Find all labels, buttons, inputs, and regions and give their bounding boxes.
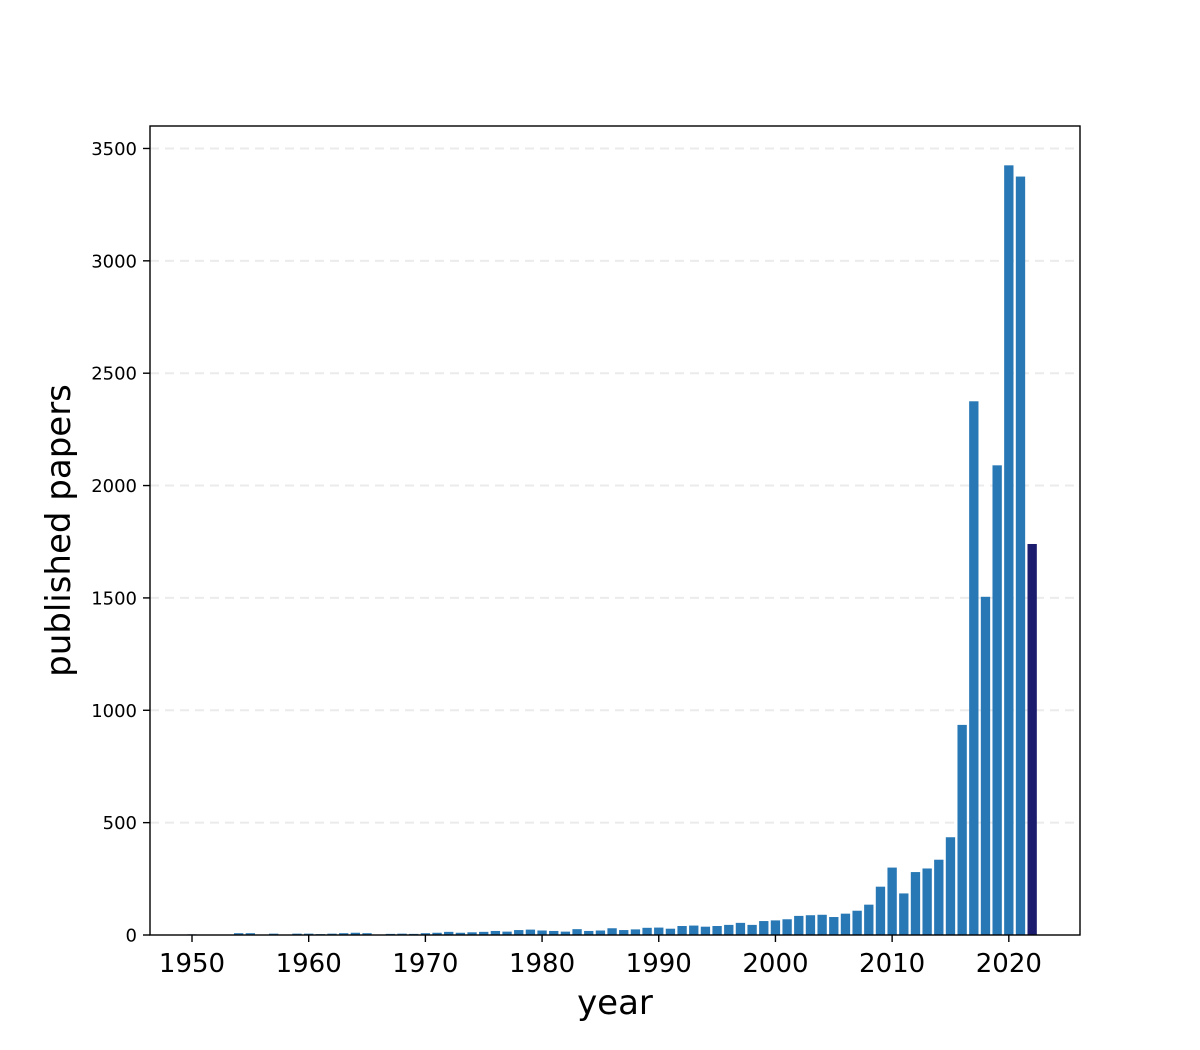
bar-1972 xyxy=(444,931,454,935)
bar-2001 xyxy=(782,919,792,935)
bar-2018 xyxy=(980,596,991,935)
y-axis-label: published papers xyxy=(39,384,79,677)
bar-1997 xyxy=(735,922,746,935)
x-tick-label: 2000 xyxy=(742,949,808,979)
y-tick-label: 3500 xyxy=(91,139,137,160)
plot-area-frame xyxy=(149,125,1081,936)
bar-1988 xyxy=(630,929,641,935)
bar-2008 xyxy=(864,904,874,935)
bar-1978 xyxy=(514,930,524,935)
bar-2017 xyxy=(969,401,979,935)
bar-1992 xyxy=(677,926,687,935)
bar-1963 xyxy=(339,933,349,935)
bar-1984 xyxy=(584,930,594,935)
bar-1983 xyxy=(572,929,582,935)
bar-2013 xyxy=(922,868,932,935)
bar-1965 xyxy=(362,933,372,935)
bar-2007 xyxy=(852,910,862,935)
bars xyxy=(187,165,1037,935)
bar-2021 xyxy=(1015,176,1026,935)
y-tick-label: 500 xyxy=(103,813,137,834)
y-tick-label: 2500 xyxy=(91,364,137,385)
y-tick-label: 1500 xyxy=(91,588,137,609)
bar-1998 xyxy=(747,924,757,935)
bar-1989 xyxy=(642,927,652,935)
bar-2019 xyxy=(992,465,1002,935)
bar-2010 xyxy=(887,867,897,935)
bar-2000 xyxy=(770,920,781,935)
x-tick-label: 2020 xyxy=(976,949,1042,979)
bar-2020 xyxy=(1004,165,1014,935)
x-tick-label: 1990 xyxy=(626,949,692,979)
y-tick-label: 0 xyxy=(126,926,137,947)
bar-1970 xyxy=(420,933,431,935)
bar-1977 xyxy=(502,931,512,935)
x-tick-label: 2010 xyxy=(859,949,925,979)
bar-1955 xyxy=(245,933,256,935)
x-tick-label: 1980 xyxy=(509,949,575,979)
bar-1993 xyxy=(689,925,699,935)
bar-1971 xyxy=(432,932,442,935)
grid-lines xyxy=(150,147,1080,824)
x-tick-label: 1950 xyxy=(159,949,225,979)
bar-1991 xyxy=(665,928,676,935)
x-tick-label: 1970 xyxy=(392,949,458,979)
bar-1976 xyxy=(490,930,501,935)
x-axis-ticks: 1950 1960 1970 1980 1990 2000 2010 2020 xyxy=(159,935,1042,979)
y-axis-ticks: 0 500 1000 1500 2000 2500 3000 3500 xyxy=(91,139,150,947)
y-tick-label: 1000 xyxy=(91,701,137,722)
bar-2015 xyxy=(945,837,956,935)
bar-1986 xyxy=(607,928,617,935)
bar-1982 xyxy=(560,931,571,935)
bar-2006 xyxy=(840,913,851,935)
bar-1964 xyxy=(350,932,361,935)
bar-1974 xyxy=(467,932,477,935)
bar-2012 xyxy=(910,872,921,935)
bar-1999 xyxy=(759,921,769,935)
bar-1996 xyxy=(724,924,734,935)
bar-1985 xyxy=(595,930,606,935)
bar-2016 xyxy=(957,724,967,935)
y-tick-label: 2000 xyxy=(91,476,137,497)
bar-2022 xyxy=(1027,543,1037,935)
bar-2009 xyxy=(875,886,886,935)
bar-1987 xyxy=(619,930,629,935)
bar-1975 xyxy=(479,931,489,935)
y-tick-label: 3000 xyxy=(91,251,137,272)
bar-1973 xyxy=(455,932,466,935)
bar-1995 xyxy=(712,926,722,935)
bar-1994 xyxy=(700,926,711,935)
bar-1954 xyxy=(234,933,244,935)
bar-1981 xyxy=(549,930,559,935)
bar-2005 xyxy=(829,917,839,935)
x-axis-label: year xyxy=(577,983,653,1023)
bar-2011 xyxy=(899,893,909,935)
bar-2003 xyxy=(805,915,816,935)
x-tick-label: 1960 xyxy=(276,949,342,979)
bar-2004 xyxy=(817,914,827,935)
bar-1979 xyxy=(525,929,536,935)
bar-2002 xyxy=(794,915,804,935)
bar-1990 xyxy=(654,927,664,935)
bar-2014 xyxy=(934,859,944,935)
bar-1980 xyxy=(537,930,547,935)
